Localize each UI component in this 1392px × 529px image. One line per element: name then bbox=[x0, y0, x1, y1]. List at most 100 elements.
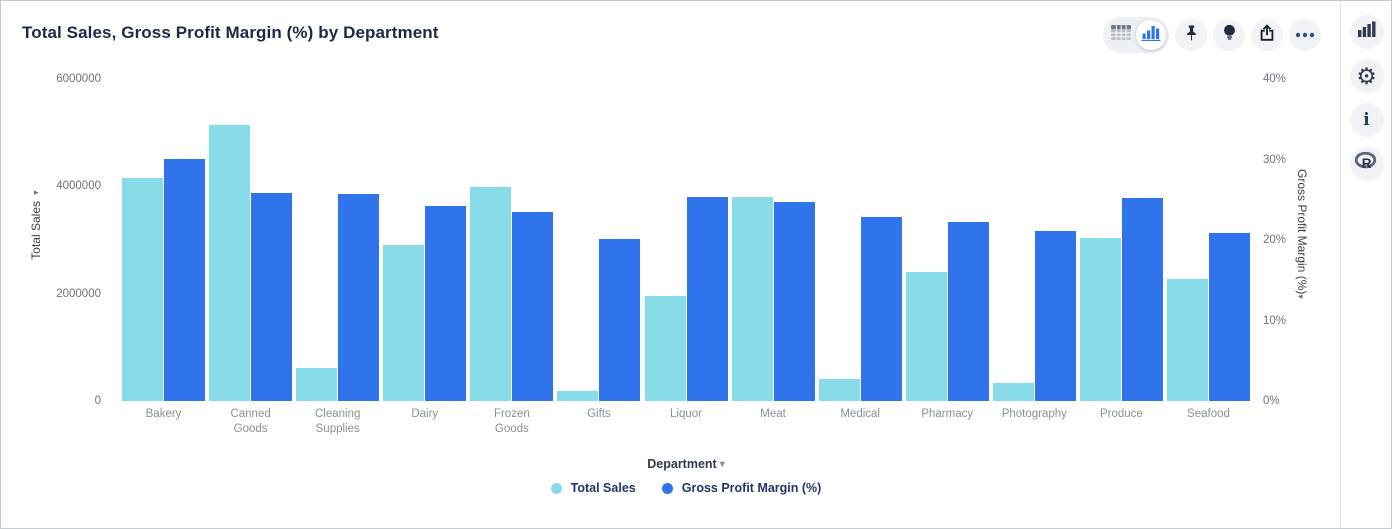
bar-group-canned-goods bbox=[207, 79, 294, 401]
bar-group-gifts bbox=[555, 79, 642, 401]
left-axis-title[interactable]: Total Sales bbox=[29, 201, 43, 260]
bar-total-sales-gifts[interactable] bbox=[557, 391, 599, 401]
bar-gross-profit-margin--gifts[interactable] bbox=[599, 239, 641, 401]
bar-group-liquor bbox=[642, 79, 729, 401]
x-axis-label-cleaning-supplies: Cleaning Supplies bbox=[314, 408, 361, 435]
insights-button[interactable] bbox=[1213, 19, 1245, 51]
bar-total-sales-frozen-goods[interactable] bbox=[470, 187, 512, 401]
legend-swatch-total-sales bbox=[550, 482, 562, 494]
bar-gross-profit-margin--meat[interactable] bbox=[773, 202, 815, 401]
share-icon bbox=[1257, 23, 1277, 48]
bar-gross-profit-margin--seafood[interactable] bbox=[1208, 232, 1250, 401]
lightbulb-icon bbox=[1220, 22, 1239, 48]
right-axis-tick: 10% bbox=[1263, 314, 1287, 327]
bar-total-sales-photography[interactable] bbox=[992, 383, 1034, 401]
x-axis-label-bakery: Bakery bbox=[145, 408, 182, 420]
x-axis-label-gifts: Gifts bbox=[587, 408, 611, 420]
bar-total-sales-liquor[interactable] bbox=[644, 295, 686, 401]
bar-total-sales-pharmacy[interactable] bbox=[905, 272, 947, 401]
legend-item-gross-profit-margin[interactable]: Gross Profit Margin (%) bbox=[661, 481, 822, 495]
bar-total-sales-bakery[interactable] bbox=[122, 178, 164, 401]
more-options-button[interactable] bbox=[1289, 19, 1321, 51]
bar-group-pharmacy bbox=[904, 79, 991, 401]
bar-gross-profit-margin--photography[interactable] bbox=[1034, 231, 1076, 401]
right-axis-sort-arrow-icon[interactable]: ◂ bbox=[1298, 291, 1303, 301]
x-axis-title: Department bbox=[647, 457, 717, 471]
info-icon: i bbox=[1363, 110, 1370, 130]
x-axis-label-produce: Produce bbox=[1099, 408, 1143, 420]
left-axis-tick: 4000000 bbox=[56, 180, 101, 193]
bar-total-sales-produce[interactable] bbox=[1079, 237, 1121, 401]
x-axis-label-medical: Medical bbox=[840, 408, 880, 420]
bar-total-sales-seafood[interactable] bbox=[1166, 279, 1208, 401]
left-axis-sort-arrow-icon[interactable]: ▸ bbox=[34, 187, 39, 197]
chart-type-icon bbox=[1357, 21, 1376, 43]
bar-gross-profit-margin--dairy[interactable] bbox=[425, 206, 467, 401]
bar-gross-profit-margin--frozen-goods[interactable] bbox=[512, 211, 554, 401]
bar-group-seafood bbox=[1165, 79, 1252, 401]
export-button[interactable] bbox=[1251, 19, 1283, 51]
bar-gross-profit-margin--cleaning-supplies[interactable] bbox=[338, 194, 380, 401]
bar-group-meat bbox=[730, 79, 817, 401]
chevron-down-icon: ▾ bbox=[719, 459, 725, 470]
right-axis-tick: 0% bbox=[1263, 395, 1280, 407]
legend: Total Sales Gross Profit Margin (%) bbox=[120, 481, 1252, 495]
pin-icon bbox=[1182, 23, 1201, 48]
legend-label: Gross Profit Margin (%) bbox=[681, 481, 822, 495]
bar-group-frozen-goods bbox=[468, 79, 555, 401]
legend-label: Total Sales bbox=[570, 481, 636, 495]
plot-area bbox=[120, 79, 1252, 401]
bar-gross-profit-margin--medical[interactable] bbox=[860, 216, 902, 401]
x-axis-title-dropdown[interactable]: Department ▾ bbox=[120, 457, 1252, 471]
bar-group-bakery bbox=[120, 79, 207, 401]
x-axis-labels: Bakery Canned Goods Cleaning Supplies Dairy… bbox=[120, 407, 1252, 437]
chart-toolbar bbox=[1103, 17, 1321, 53]
chart-view-button[interactable] bbox=[1136, 20, 1166, 50]
x-axis-label-liquor: Liquor bbox=[670, 408, 702, 420]
chart-main-area: Total Sales, Gross Profit Margin (%) by … bbox=[1, 1, 1340, 528]
legend-item-total-sales[interactable]: Total Sales bbox=[550, 481, 636, 495]
r-logo-icon: R bbox=[1354, 151, 1378, 176]
table-view-button[interactable] bbox=[1106, 20, 1136, 50]
bar-total-sales-meat[interactable] bbox=[731, 197, 773, 401]
table-view-icon bbox=[1111, 25, 1131, 45]
bar-total-sales-medical[interactable] bbox=[818, 378, 860, 401]
bar-total-sales-cleaning-supplies[interactable] bbox=[296, 368, 338, 401]
settings-button[interactable]: ⚙ bbox=[1349, 59, 1384, 93]
right-axis-tick: 40% bbox=[1263, 73, 1287, 85]
right-axis-tick: 20% bbox=[1263, 234, 1287, 246]
bar-group-medical bbox=[817, 79, 904, 401]
bar-gross-profit-margin--liquor[interactable] bbox=[686, 197, 728, 401]
right-axis-tick: 30% bbox=[1263, 153, 1287, 166]
legend-swatch-gross-profit-margin bbox=[661, 482, 673, 494]
view-toggle bbox=[1103, 17, 1169, 53]
bar-gross-profit-margin--bakery[interactable] bbox=[164, 158, 206, 401]
right-axis-title[interactable]: Gross Profit Margin (%) bbox=[1295, 169, 1309, 295]
bar-gross-profit-margin--canned-goods[interactable] bbox=[251, 193, 293, 401]
bar-group-photography bbox=[991, 79, 1078, 401]
pin-button[interactable] bbox=[1175, 19, 1207, 51]
chart-type-button[interactable] bbox=[1349, 15, 1384, 49]
info-button[interactable]: i bbox=[1349, 103, 1384, 137]
bar-gross-profit-margin--pharmacy[interactable] bbox=[947, 222, 989, 401]
x-axis-label-seafood: Seafood bbox=[1187, 408, 1230, 420]
x-axis-label-frozen-goods: Frozen Goods bbox=[493, 408, 530, 435]
x-axis-label-meat: Meat bbox=[760, 408, 786, 420]
x-axis-label-canned-goods: Canned Goods bbox=[230, 408, 271, 435]
r-analysis-button[interactable]: R bbox=[1349, 147, 1384, 181]
svg-text:R: R bbox=[1362, 156, 1372, 171]
x-axis-label-pharmacy: Pharmacy bbox=[921, 408, 974, 420]
left-axis-tick: 0 bbox=[94, 395, 101, 407]
more-options-icon bbox=[1294, 26, 1316, 44]
bar-group-cleaning-supplies bbox=[294, 79, 381, 401]
bar-gross-profit-margin--produce[interactable] bbox=[1121, 198, 1163, 401]
page-title: Total Sales, Gross Profit Margin (%) by … bbox=[22, 23, 439, 42]
bar-total-sales-canned-goods[interactable] bbox=[209, 124, 251, 401]
bar-group-dairy bbox=[381, 79, 468, 401]
chart-view-icon bbox=[1141, 24, 1161, 46]
bar-total-sales-dairy[interactable] bbox=[383, 244, 425, 401]
right-icon-rail: ⚙ i R bbox=[1340, 1, 1391, 528]
left-axis-tick: 2000000 bbox=[56, 287, 101, 300]
x-axis-label-photography: Photography bbox=[1001, 408, 1067, 420]
